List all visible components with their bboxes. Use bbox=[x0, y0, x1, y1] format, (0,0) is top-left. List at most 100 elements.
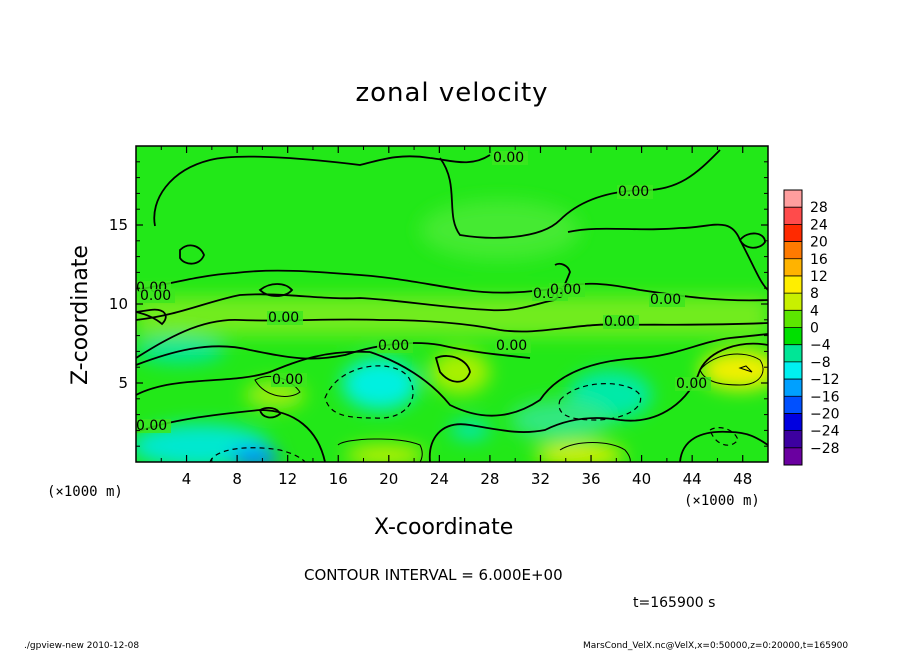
colorbar-swatch bbox=[784, 207, 802, 225]
contour-label-text: 0.00 bbox=[493, 150, 524, 166]
x-tick-label: 36 bbox=[581, 470, 600, 488]
contour-label-text: 0.00 bbox=[676, 376, 707, 392]
colorbar-level-label: −4 bbox=[810, 338, 831, 354]
x-tick-label: 12 bbox=[278, 470, 297, 488]
contour-label: 0.00 bbox=[603, 314, 639, 330]
colorbar-swatch bbox=[784, 430, 802, 449]
contour-line bbox=[136, 342, 531, 366]
contour-line bbox=[258, 283, 294, 297]
x-tick-label: 8 bbox=[232, 470, 242, 488]
colorbar-swatch bbox=[784, 275, 802, 294]
contour-label-text: 0.00 bbox=[136, 418, 167, 434]
colorbar-swatch bbox=[784, 396, 802, 414]
x-tick-label: 24 bbox=[430, 470, 449, 488]
contour-line-thin bbox=[337, 438, 423, 462]
contour-label-text: 0.00 bbox=[272, 372, 303, 388]
contour-line bbox=[567, 223, 768, 291]
contour-line-dashed bbox=[324, 365, 414, 419]
y-tick-label: 15 bbox=[109, 216, 128, 234]
colorbar-level-label: −16 bbox=[810, 389, 840, 405]
x-tick-label: 4 bbox=[182, 470, 192, 488]
contour-label: 0.00 bbox=[271, 372, 307, 388]
contour-line bbox=[434, 355, 471, 383]
heatmap-cell-weak bbox=[420, 200, 580, 260]
contour-label-text: 0.00 bbox=[140, 288, 171, 304]
colorbar-swatch bbox=[784, 361, 802, 380]
colorbar-swatch bbox=[784, 190, 802, 208]
contour-line-thin bbox=[699, 353, 764, 386]
x-unit-label-left: (×1000 m) bbox=[47, 484, 123, 500]
heatmap-cell-negative bbox=[342, 358, 418, 410]
contour-line bbox=[136, 293, 556, 321]
contour-lines-zero bbox=[136, 149, 768, 462]
contour-label: 0.00 bbox=[139, 288, 175, 304]
time-label: t=165900 s bbox=[633, 595, 716, 611]
contour-label: 0.00 bbox=[549, 282, 585, 298]
colorbar-level-label: 0 bbox=[810, 321, 819, 337]
contour-line bbox=[258, 407, 282, 419]
contour-label-text: 0.00 bbox=[618, 184, 649, 200]
colorbar-level-label: 16 bbox=[810, 252, 828, 268]
colorbar-swatch bbox=[784, 413, 802, 432]
heatmap-cell-positive bbox=[535, 443, 625, 462]
x-tick-label: 44 bbox=[683, 470, 702, 488]
x-tick-label: 28 bbox=[480, 470, 499, 488]
chart-title: zonal velocity bbox=[355, 78, 549, 108]
contour-line bbox=[679, 430, 768, 462]
heatmap-cell-negative bbox=[510, 400, 610, 440]
x-unit-label-right: (×1000 m) bbox=[684, 493, 760, 509]
contour-line bbox=[136, 350, 371, 396]
contour-label-text: 0.00 bbox=[496, 338, 527, 354]
contour-line-thin bbox=[559, 442, 631, 462]
colorbar-level-label: 28 bbox=[810, 200, 828, 216]
y-axis: 5 10 15 bbox=[109, 161, 768, 447]
contour-line bbox=[136, 318, 768, 359]
contour-label-text: 0.00 bbox=[268, 310, 299, 326]
contour-lines-negative bbox=[209, 365, 739, 462]
colorbar-swatch bbox=[784, 310, 802, 328]
heatmap-cell-strong-negative bbox=[231, 448, 279, 462]
footer-program: ./gpview-new 2010-12-08 bbox=[24, 641, 140, 651]
contour-lines-positive bbox=[254, 353, 764, 462]
colorbar-swatch bbox=[784, 344, 802, 363]
contour-interval-text: CONTOUR INTERVAL = 6.000E+00 bbox=[304, 566, 563, 584]
contour-line bbox=[369, 333, 768, 417]
contour-label: 0.00 bbox=[495, 338, 531, 354]
contour-label-text: 0.00 bbox=[604, 314, 635, 330]
colorbar-swatch bbox=[784, 241, 802, 260]
x-tick-label: 20 bbox=[379, 470, 398, 488]
contour-label: 0.00 bbox=[267, 310, 303, 326]
contour-line bbox=[738, 232, 766, 249]
colorbar-swatch bbox=[784, 293, 802, 311]
colorbar-level-label: −28 bbox=[810, 441, 840, 457]
contour-label: 0.00 bbox=[675, 376, 711, 392]
contour-label-text: 0.00 bbox=[650, 292, 681, 308]
heatmap-field: 0.00 0.00 0.00 0.00 0.00 0.00 0.00 0.00 0.00 0.00… bbox=[136, 146, 768, 462]
colorbar-swatch bbox=[784, 224, 802, 243]
footer-source: MarsCond_VelX.nc@VelX,x=0:50000,z=0:2000… bbox=[583, 641, 849, 651]
contour-line-thin bbox=[738, 365, 753, 373]
contour-label: 0.00 bbox=[617, 184, 653, 200]
heatmap-cell-positive bbox=[430, 350, 490, 394]
colorbar-level-label: −20 bbox=[810, 406, 840, 422]
contour-label: 0.00 bbox=[649, 292, 685, 308]
x-tick-label: 32 bbox=[531, 470, 550, 488]
contour-line bbox=[428, 342, 768, 462]
contour-line bbox=[136, 269, 561, 294]
contour-line bbox=[439, 149, 721, 239]
colorbar-level-label: −8 bbox=[810, 355, 831, 371]
colorbar-level-label: 20 bbox=[810, 235, 828, 251]
colorbar-level-label: 4 bbox=[810, 303, 819, 319]
x-tick-label: 48 bbox=[733, 470, 752, 488]
contour-label: 0.00 bbox=[136, 418, 171, 434]
colorbar-swatch bbox=[784, 447, 802, 466]
x-axis: 4 8 12 16 20 24 28 32 36 40 44 48 bbox=[160, 146, 752, 488]
contour-line-dashed bbox=[709, 427, 739, 446]
contour-line-dashed bbox=[209, 447, 306, 462]
heatmap-cell-negative bbox=[450, 420, 490, 440]
contour-label-text: 0.00 bbox=[378, 338, 409, 354]
colorbar-swatch bbox=[784, 379, 802, 397]
x-axis-label: X-coordinate bbox=[374, 515, 514, 540]
